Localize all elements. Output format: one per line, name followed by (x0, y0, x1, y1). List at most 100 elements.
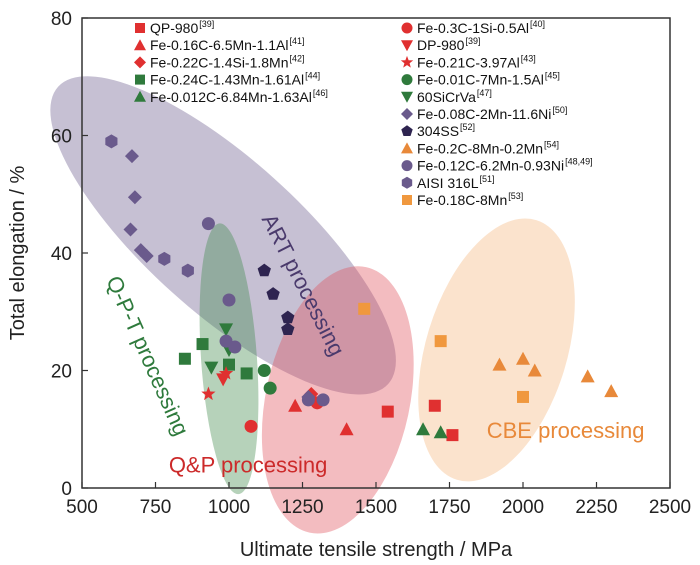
legend-ref-fe-0-18c-8mn: [53] (508, 191, 523, 201)
point-60sicrva-0 (219, 323, 234, 337)
point-fe-0-18c-8mn-0 (358, 302, 371, 315)
legend-marker-qp-980 (135, 23, 145, 33)
legend-marker-fe-0-24c-1-43mn-1-61al (135, 74, 145, 85)
legend-ref-fe-0-08c-2mn-11-6ni: [50] (552, 105, 567, 115)
point-fe-0-2c-8mn-0-2mn-2 (527, 363, 542, 377)
x-axis-title: Ultimate tensile strength / MPa (240, 539, 513, 561)
x-tick-label: 1000 (208, 497, 250, 518)
legend-label-fe-0-08c-2mn-11-6ni: Fe-0.08C-2Mn-11.6Ni (417, 106, 551, 122)
point-fe-0-21c-3-97al-0 (201, 386, 216, 401)
point-304ss-1 (266, 287, 280, 300)
point-fe-0-2c-8mn-0-2mn-0 (492, 357, 507, 371)
point-fe-0-12c-6-2mn-0-93ni-3 (228, 340, 242, 354)
point-fe-0-16c-6-5mn-1-1al-1 (339, 422, 354, 436)
legend-ref-fe-0-16c-6-5mn-1-1al: [41] (290, 36, 305, 46)
legend-marker-fe-0-21c-3-97al (400, 55, 414, 68)
x-tick-label: 1750 (428, 497, 470, 518)
point-fe-0-2c-8mn-0-2mn-3 (580, 369, 595, 383)
legend-marker-fe-0-3c-1si-0-5al (401, 22, 413, 34)
region-label-q-p-processing: Q&P processing (169, 453, 328, 478)
axis-ticks: 500 750 1000 1250 1500 1750 2000 2250 2500 0 20 40 6… (51, 9, 691, 518)
legend-label-fe-0-012c-6-84mn-1-63al: Fe-0.012C-6.84Mn-1.63Al (150, 89, 312, 105)
legend-ref-60sicrva: [47] (477, 88, 492, 98)
legend-marker-fe-0-12c-6-2mn-0-93ni (401, 160, 413, 172)
legend-ref-qp-980: [39] (199, 19, 214, 29)
legend-marker-aisi-316l (401, 176, 413, 189)
y-tick-label: 60 (51, 127, 72, 148)
point-fe-0-01c-7mn-1-5al-0 (257, 364, 271, 377)
point-fe-0-24c-1-43mn-1-61al-2 (223, 358, 235, 371)
legend-marker-fe-0-01c-7mn-1-5al (401, 74, 413, 86)
point-fe-0-2c-8mn-0-2mn-1 (516, 351, 530, 365)
legend-ref-fe-0-2c-8mn-0-2mn: [54] (544, 139, 559, 149)
point-304ss-2 (281, 310, 295, 324)
legend-marker-304ss (401, 125, 413, 137)
legend-marker-fe-0-2c-8mn-0-2mn (401, 142, 413, 154)
point-aisi-316l-0 (105, 134, 118, 149)
legend-ref-dp-980: [39] (465, 36, 480, 46)
point-fe-0-12c-6-2mn-0-93ni-0 (201, 217, 215, 231)
y-tick-label: 0 (61, 479, 72, 500)
legend-ref-aisi-316l: [51] (480, 174, 495, 184)
x-tick-label: 1500 (355, 497, 397, 518)
point-aisi-316l-1 (158, 251, 171, 266)
legend-marker-fe-0-22c-1-4si-1-8mn (134, 56, 146, 69)
legend-label-qp-980: QP-980 (150, 20, 198, 36)
x-tick-label: 750 (140, 497, 172, 518)
legend-marker-dp-980 (401, 40, 413, 52)
point-qp-980-1 (428, 399, 441, 412)
x-tick-label: 1250 (281, 497, 323, 518)
point-60sicrva-2 (204, 361, 219, 375)
legend-ref-fe-0-22c-1-4si-1-8mn: [42] (290, 53, 305, 63)
point-304ss-0 (257, 263, 271, 277)
point-fe-0-16c-6-5mn-1-1al-0 (288, 398, 303, 412)
legend-label-dp-980: DP-980 (417, 37, 465, 53)
point-qp-980-2 (446, 429, 459, 442)
point-fe-0-08c-2mn-11-6ni-4 (139, 248, 154, 263)
legend-marker-fe-0-16c-6-5mn-1-1al (134, 39, 146, 51)
y-tick-label: 20 (51, 362, 72, 383)
legend-label-fe-0-01c-7mn-1-5al: Fe-0.01C-7Mn-1.5Al (417, 72, 544, 88)
legend-label-aisi-316l: AISI 316L (417, 175, 479, 191)
legend-label-fe-0-16c-6-5mn-1-1al: Fe-0.16C-6.5Mn-1.1Al (150, 37, 289, 53)
x-tick-label: 500 (66, 497, 98, 518)
legend-ref-fe-0-24c-1-43mn-1-61al: [44] (305, 71, 320, 81)
point-fe-0-012c-6-84mn-1-63al-1 (433, 425, 448, 439)
point-fe-0-08c-2mn-11-6ni-1 (127, 190, 142, 205)
region-q-p-processing (261, 266, 414, 534)
legend-label-fe-0-3c-1si-0-5al: Fe-0.3C-1Si-0.5Al (417, 20, 529, 36)
point-fe-0-08c-2mn-11-6ni-2 (123, 222, 138, 237)
region-label-cbe-processing: CBE processing (487, 418, 645, 443)
legend-marker-fe-0-08c-2mn-11-6ni (401, 108, 413, 120)
point-fe-0-08c-2mn-11-6ni-0 (124, 149, 139, 164)
y-tick-label: 40 (51, 244, 72, 265)
point-fe-0-12c-6-2mn-0-93ni-4 (301, 393, 315, 407)
point-304ss-3 (281, 322, 295, 336)
point-fe-0-18c-8mn-2 (517, 390, 529, 403)
legend-ref-304ss: [52] (460, 122, 475, 132)
legend-label-60sicrva: 60SiCrVa (417, 89, 476, 105)
point-fe-0-2c-8mn-0-2mn-4 (604, 384, 619, 398)
point-qp-980-0 (381, 405, 394, 418)
legend-ref-fe-0-12c-6-2mn-0-93ni: [48,49] (565, 157, 593, 167)
legend: QP-980 [39]Fe-0.16C-6.5Mn-1.1Al [41]Fe-0.2… (134, 19, 593, 208)
legend-marker-60sicrva (401, 91, 413, 103)
legend-ref-fe-0-21c-3-97al: [43] (521, 53, 536, 63)
data-points (105, 134, 619, 442)
legend-label-fe-0-12c-6-2mn-0-93ni: Fe-0.12C-6.2Mn-0.93Ni (417, 158, 564, 174)
legend-label-fe-0-2c-8mn-0-2mn: Fe-0.2C-8Mn-0.2Mn (417, 140, 543, 156)
point-fe-0-12c-6-2mn-0-93ni-5 (316, 393, 330, 407)
legend-marker-fe-0-18c-8mn (402, 195, 412, 205)
y-axis-title: Total elongation / % (7, 166, 29, 341)
legend-ref-fe-0-01c-7mn-1-5al: [45] (545, 71, 560, 81)
point-fe-0-12c-6-2mn-0-93ni-1 (222, 293, 236, 307)
point-fe-0-21c-3-97al-1 (218, 365, 234, 380)
legend-marker-fe-0-012c-6-84mn-1-63al (134, 90, 146, 102)
legend-label-fe-0-21c-3-97al: Fe-0.21C-3.97Al (417, 54, 520, 70)
y-tick-label: 80 (51, 9, 72, 30)
x-tick-label: 2500 (649, 497, 691, 518)
point-fe-0-01c-7mn-1-5al-1 (263, 381, 277, 395)
legend-ref-fe-0-3c-1si-0-5al: [40] (530, 19, 545, 29)
legend-label-fe-0-24c-1-43mn-1-61al: Fe-0.24C-1.43Mn-1.61Al (150, 72, 304, 88)
